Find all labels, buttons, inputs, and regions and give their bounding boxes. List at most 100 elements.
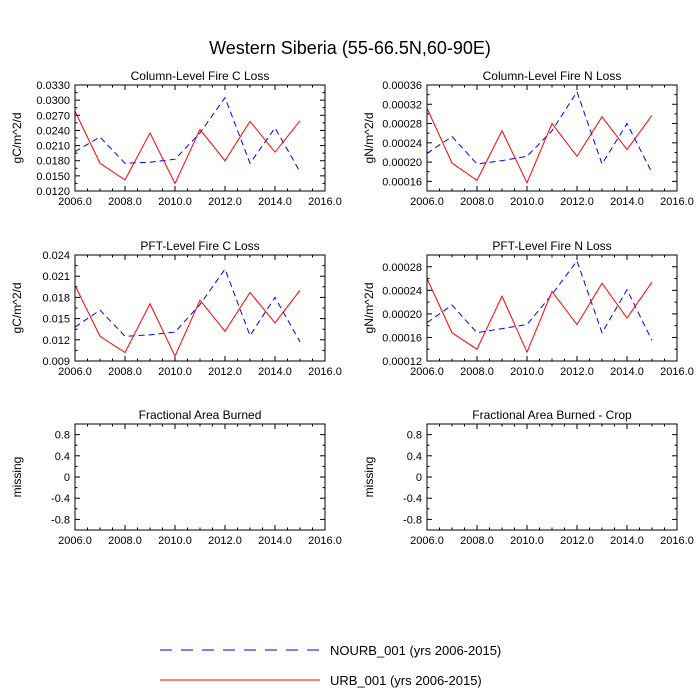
y-tick-label: 0.00024 <box>382 138 422 150</box>
x-tick-label: 2010.0 <box>510 535 544 547</box>
x-tick-label: 2012.0 <box>560 196 594 208</box>
x-tick-label: 2010.0 <box>510 366 544 378</box>
x-tick-label: 2016.0 <box>660 366 694 378</box>
y-tick-label: -0.4 <box>403 493 422 505</box>
plot-frame <box>74 84 326 192</box>
x-tick-label: 2006.0 <box>58 535 92 547</box>
series-line-nourb-001 <box>426 90 653 173</box>
plot-frame <box>426 254 678 362</box>
series-line-urb-001 <box>74 111 301 185</box>
x-tick-label: 2014.0 <box>610 196 644 208</box>
x-tick-label: 2008.0 <box>460 535 494 547</box>
y-tick-label: 0.00028 <box>382 119 422 131</box>
series-line-nourb-001 <box>74 268 301 343</box>
x-tick-label: 2010.0 <box>510 196 544 208</box>
legend-label-nourb: NOURB_001 (yrs 2006-2015) <box>330 643 501 658</box>
y-tick-label: 0.0180 <box>36 156 70 168</box>
y-tick-label: 0.024 <box>42 250 70 262</box>
y-tick-label: 0.0150 <box>36 171 70 183</box>
x-tick-label: 2006.0 <box>410 366 444 378</box>
panel-title: Column-Level Fire C Loss <box>131 69 270 83</box>
x-tick-label: 2010.0 <box>158 196 192 208</box>
x-tick-label: 2016.0 <box>308 535 342 547</box>
y-axis-label: missing <box>10 457 24 498</box>
x-tick-label: 2014.0 <box>610 366 644 378</box>
x-tick-label: 2016.0 <box>660 535 694 547</box>
x-tick-label: 2008.0 <box>108 196 142 208</box>
figure-title: Western Siberia (55-66.5N,60-90E) <box>209 38 491 58</box>
x-tick-label: 2006.0 <box>58 196 92 208</box>
x-tick-label: 2006.0 <box>410 196 444 208</box>
plot-frame <box>426 423 678 531</box>
y-axis-label: gN/m^2/d <box>362 283 376 334</box>
y-tick-label: 0.00032 <box>382 99 422 111</box>
y-axis-label: missing <box>362 457 376 498</box>
y-tick-label: 0.0330 <box>36 80 70 92</box>
x-tick-label: 2006.0 <box>410 535 444 547</box>
y-tick-label: 0.012 <box>42 335 70 347</box>
panel-title: PFT-Level Fire C Loss <box>140 239 259 253</box>
panel-title: Fractional Area Burned <box>139 408 262 422</box>
series-line-nourb-001 <box>74 96 301 173</box>
panel-6: Fractional Area Burned - Crop missing 2006… <box>362 408 694 547</box>
x-tick-label: 2006.0 <box>58 366 92 378</box>
y-tick-label: 0.00036 <box>382 80 422 92</box>
x-tick-label: 2012.0 <box>560 535 594 547</box>
y-tick-label: -0.8 <box>403 514 422 526</box>
y-tick-label: 0.00028 <box>382 262 422 274</box>
series-line-urb-001 <box>74 285 301 358</box>
x-tick-label: 2008.0 <box>108 535 142 547</box>
y-tick-label: 0.00020 <box>382 157 422 169</box>
y-tick-label: 0.0120 <box>36 186 70 198</box>
panel-4: PFT-Level Fire N Loss gN/m^2/d 2006.0 2008.… <box>362 239 694 378</box>
x-tick-label: 2010.0 <box>158 366 192 378</box>
y-tick-label: 0.00020 <box>382 309 422 321</box>
y-tick-label: 0.015 <box>42 314 70 326</box>
x-tick-label: 2016.0 <box>308 366 342 378</box>
x-tick-label: 2014.0 <box>258 366 292 378</box>
panel-title: PFT-Level Fire N Loss <box>492 239 611 253</box>
y-tick-label: 0.00016 <box>382 176 422 188</box>
y-tick-label: -0.4 <box>51 493 70 505</box>
legend-label-urb: URB_001 (yrs 2006-2015) <box>330 673 482 688</box>
plot-frame <box>426 84 678 192</box>
panel-title: Fractional Area Burned - Crop <box>472 408 632 422</box>
y-tick-label: 0 <box>416 472 422 484</box>
x-tick-label: 2014.0 <box>610 535 644 547</box>
x-tick-label: 2012.0 <box>560 366 594 378</box>
x-tick-label: 2008.0 <box>460 366 494 378</box>
x-tick-label: 2014.0 <box>258 196 292 208</box>
y-tick-label: 0.8 <box>407 430 422 442</box>
x-tick-label: 2014.0 <box>258 535 292 547</box>
panel-title: Column-Level Fire N Loss <box>483 69 622 83</box>
y-tick-label: 0.018 <box>42 292 70 304</box>
series-line-nourb-001 <box>426 259 653 341</box>
x-tick-label: 2008.0 <box>108 366 142 378</box>
y-tick-label: 0.8 <box>55 430 70 442</box>
legend: NOURB_001 (yrs 2006-2015) URB_001 (yrs 2… <box>160 643 501 688</box>
x-tick-label: 2012.0 <box>208 535 242 547</box>
panel-3: PFT-Level Fire C Loss gC/m^2/d 2006.0 2008.… <box>10 239 342 378</box>
y-tick-label: -0.8 <box>51 514 70 526</box>
panel-1: Column-Level Fire C Loss gC/m^2/d 2006.0 20… <box>10 69 342 208</box>
x-tick-label: 2008.0 <box>460 196 494 208</box>
y-tick-label: 0.0270 <box>36 110 70 122</box>
plot-frame <box>74 423 326 531</box>
y-tick-label: 0 <box>64 472 70 484</box>
y-tick-label: 0.00012 <box>382 356 422 368</box>
x-tick-label: 2016.0 <box>660 196 694 208</box>
y-tick-label: 0.0210 <box>36 141 70 153</box>
y-tick-label: 0.021 <box>42 271 70 283</box>
y-tick-label: 0.0300 <box>36 95 70 107</box>
panel-5: Fractional Area Burned missing 2006.0 2008.… <box>10 408 342 547</box>
x-tick-label: 2012.0 <box>208 196 242 208</box>
x-tick-label: 2010.0 <box>158 535 192 547</box>
panel-2: Column-Level Fire N Loss gN/m^2/d 2006.0 20… <box>362 69 694 208</box>
y-tick-label: 0.00016 <box>382 332 422 344</box>
series-line-urb-001 <box>426 107 653 185</box>
y-axis-label: gC/m^2/d <box>10 113 24 164</box>
series-line-urb-001 <box>426 278 653 354</box>
x-tick-label: 2016.0 <box>308 196 342 208</box>
y-axis-label: gN/m^2/d <box>362 113 376 164</box>
